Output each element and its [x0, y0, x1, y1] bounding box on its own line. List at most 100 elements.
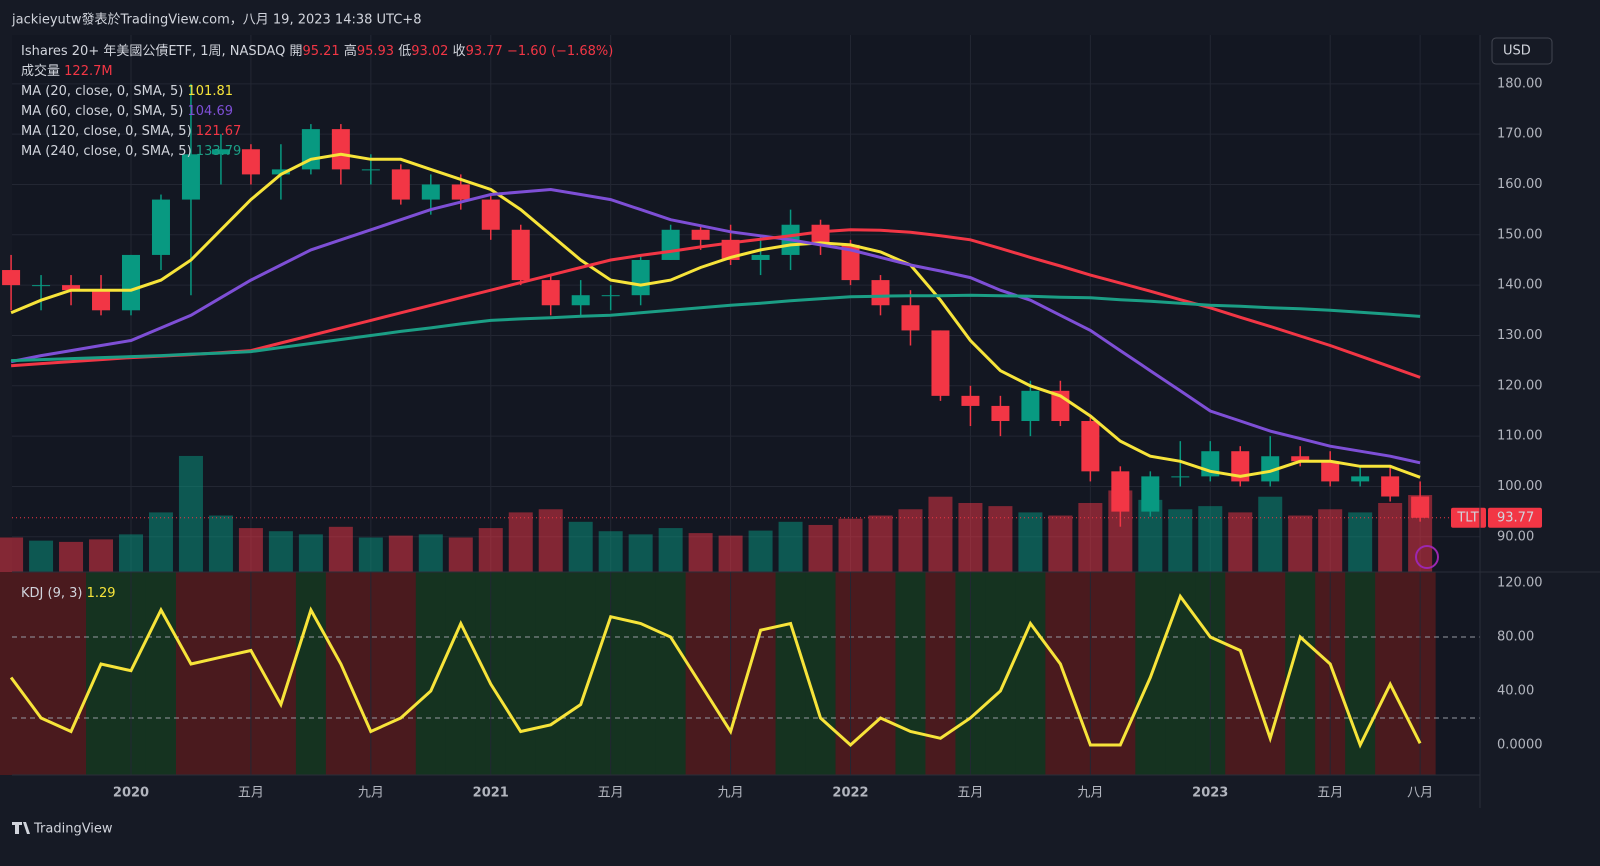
legend-text: 93.02	[411, 44, 448, 59]
candle-body	[511, 229, 530, 281]
kdj-background	[505, 572, 537, 775]
currency-box[interactable]	[1491, 37, 1553, 65]
candle-body	[691, 229, 710, 240]
candle-body	[1321, 461, 1340, 482]
candle-body	[1171, 476, 1190, 478]
kdj-tick-label: 120.00	[1497, 575, 1543, 590]
volume-bar	[1048, 515, 1073, 572]
candle-body	[541, 280, 560, 306]
kdj-background	[0, 572, 27, 775]
kdj-background	[1255, 572, 1286, 775]
volume-bar	[568, 521, 593, 572]
watermark: jackieyutw發表於TradingView.com，八月 19, 2023…	[11, 12, 421, 28]
header: Ishares 20+ 年美國公債ETF, 1周, NASDAQ 開95.21 …	[21, 43, 613, 59]
kdj-background	[385, 572, 417, 775]
candle-body	[1381, 476, 1400, 497]
y-tick-label: 110.00	[1497, 429, 1543, 444]
candle-body	[1291, 456, 1310, 462]
ma-line	[10, 152, 1421, 479]
y-tick-label: 180.00	[1497, 76, 1543, 91]
x-tick-label: 五月	[1317, 786, 1343, 801]
volume-bar	[358, 537, 383, 572]
candle-body	[2, 270, 21, 286]
volume-bar	[808, 524, 833, 572]
x-tick-label: 五月	[957, 786, 983, 801]
volume-bar	[1258, 496, 1283, 572]
kdj-tick-label: 40.00	[1497, 683, 1534, 698]
kdj-background	[745, 572, 777, 775]
currency[interactable]: USD	[1503, 44, 1531, 59]
volume-bar	[1348, 512, 1373, 572]
candle-body	[991, 405, 1010, 422]
kdj-background	[415, 572, 447, 775]
x-tick-label: 2023	[1192, 786, 1228, 801]
brand-logo	[12, 822, 30, 834]
volume-bar	[868, 515, 893, 572]
candle-body	[931, 330, 950, 396]
kdj-background	[86, 572, 117, 775]
volume-bar	[178, 455, 203, 572]
candle-body	[751, 254, 770, 260]
kdj-tick-label: 0.0000	[1497, 738, 1543, 753]
ma-line	[10, 187, 1421, 465]
candle-body	[122, 254, 140, 311]
kdj-background	[26, 572, 57, 775]
candle-body	[62, 285, 81, 291]
y-tick-label: 170.00	[1497, 127, 1543, 142]
price-label: 93.77	[1497, 510, 1534, 525]
volume-bar	[29, 540, 54, 572]
x-tick-label: 2021	[473, 786, 509, 801]
x-tick-label: 九月	[718, 786, 744, 801]
layer: 90.00 100.00 110.00 120.00 130.00 140.00 150.0…	[0, 35, 1543, 801]
legend-text: 133.79	[196, 144, 242, 159]
candle-body	[1081, 421, 1100, 472]
kdj-background	[805, 572, 837, 775]
legend-text: (−1.68%)	[551, 44, 613, 59]
candle-body	[871, 280, 890, 306]
volume-bar	[238, 528, 263, 572]
symbol: TLT	[1456, 510, 1478, 525]
kdj-background	[775, 572, 807, 775]
kdj-background	[1015, 572, 1046, 775]
candle-body	[271, 169, 290, 175]
volume-bar	[89, 539, 114, 572]
kdj-background	[685, 572, 717, 775]
candle-body	[571, 295, 590, 306]
kdj-background	[535, 572, 567, 775]
volume-bar	[1378, 502, 1403, 572]
candle-body	[211, 149, 230, 155]
x-tick-label: 九月	[1077, 786, 1103, 801]
candle-body	[241, 149, 260, 175]
kdj-background	[56, 572, 87, 775]
volume-bar	[148, 512, 173, 572]
volume-bar	[958, 502, 983, 572]
candle-body	[451, 184, 470, 200]
kdj-background	[325, 572, 357, 775]
volume-bar	[658, 528, 683, 572]
y-tick-label: 150.00	[1497, 227, 1543, 242]
kdj-background	[895, 572, 926, 775]
volume-bar	[119, 534, 143, 572]
volume-bar	[448, 537, 473, 572]
ma-legend: MA (20, close, 0, SMA, 5) 101.81	[21, 84, 233, 99]
y-tick-label: 160.00	[1497, 177, 1543, 192]
volume-bar	[838, 518, 863, 572]
volume-bar	[208, 515, 233, 572]
x-tick-label: 五月	[238, 786, 264, 801]
x-tick-label: 五月	[598, 786, 624, 801]
candle-body	[1411, 496, 1430, 518]
legend-text: 收	[453, 44, 466, 59]
candle-body	[151, 199, 170, 255]
ma-line	[11, 293, 1421, 363]
volume-bar	[598, 531, 623, 572]
candle-body	[631, 259, 650, 296]
legend-text: 101.81	[188, 84, 234, 99]
legend-text: KDJ (9, 3)	[21, 586, 82, 601]
x-tick-label: 九月	[358, 786, 384, 801]
kdj-background	[145, 572, 177, 775]
legend-text: −1.60	[507, 44, 547, 59]
candle-body	[481, 199, 500, 230]
legend-text: MA (60, close, 0, SMA, 5)	[21, 104, 183, 119]
kdj-background	[925, 572, 956, 775]
